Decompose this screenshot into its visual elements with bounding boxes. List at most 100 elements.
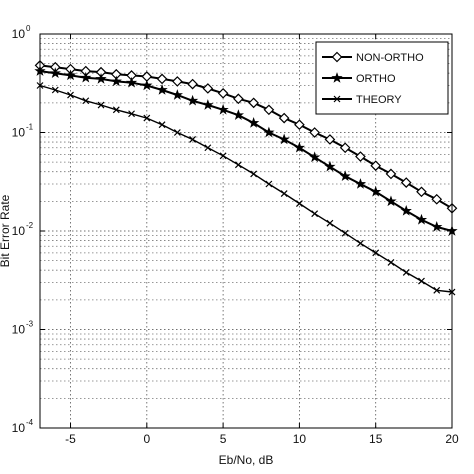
data-point [217, 87, 229, 99]
star-marker [248, 117, 260, 128]
data-point [372, 249, 380, 257]
diamond-marker [324, 134, 336, 145]
x-marker [189, 136, 197, 143]
x-marker [128, 110, 135, 118]
data-point [431, 221, 443, 232]
x-marker [51, 86, 59, 94]
data-point [112, 106, 120, 114]
x-marker [265, 180, 273, 188]
star-marker [278, 133, 290, 145]
data-point [64, 69, 77, 81]
data-point [156, 73, 168, 85]
series-non-ortho [34, 60, 458, 214]
data-point [278, 112, 290, 124]
data-point [357, 239, 364, 247]
data-point [204, 144, 212, 152]
data-point [232, 109, 244, 120]
star-marker [202, 99, 214, 110]
diamond-marker [202, 83, 214, 94]
data-point [49, 67, 61, 78]
star-marker [324, 160, 336, 172]
y-tick-exponent: -1 [26, 123, 34, 132]
star-marker [354, 178, 367, 189]
data-point [311, 210, 319, 218]
x-tick-label: 20 [445, 432, 459, 446]
y-tick-label: 10 [12, 323, 26, 337]
star-marker [186, 94, 199, 106]
x-marker [143, 114, 151, 122]
x-marker [67, 91, 74, 99]
data-point [341, 229, 349, 237]
data-point [339, 170, 351, 181]
data-point [67, 91, 74, 99]
data-point [110, 75, 122, 87]
star-marker [141, 79, 153, 91]
x-marker [97, 101, 105, 109]
x-marker [311, 210, 319, 218]
data-point [326, 219, 334, 227]
x-tick-label: 0 [143, 432, 150, 446]
star-marker [385, 195, 397, 207]
series-theory [36, 82, 456, 296]
diamond-marker [400, 177, 412, 188]
star-marker [339, 170, 351, 181]
legend-label: NON-ORTHO [356, 52, 424, 64]
data-point [158, 121, 166, 129]
y-tick-exponent: -3 [26, 320, 34, 329]
x-marker [333, 95, 341, 103]
data-point [416, 186, 427, 198]
data-point [385, 168, 397, 180]
data-point [355, 151, 366, 162]
legend-label: THEORY [356, 94, 402, 106]
star-marker [232, 109, 244, 120]
diamond-marker [431, 193, 443, 205]
x-marker [326, 219, 334, 227]
x-marker [250, 170, 258, 178]
x-marker [433, 286, 441, 294]
diamond-marker [385, 168, 397, 180]
legend-item: THEORY [322, 94, 402, 106]
data-point [156, 84, 168, 95]
data-point [141, 79, 153, 91]
data-point [385, 195, 397, 207]
y-tick-label: 10 [12, 27, 26, 41]
data-point [387, 258, 395, 266]
diamond-marker [263, 104, 275, 116]
data-point [400, 204, 412, 216]
data-point [333, 95, 341, 103]
series-line [39, 84, 453, 293]
data-point [125, 76, 138, 88]
star-marker [293, 141, 306, 153]
star-marker [217, 103, 229, 115]
data-point [280, 190, 288, 197]
x-tick-label: 10 [293, 432, 307, 446]
x-marker [402, 268, 410, 276]
data-point [339, 142, 351, 154]
star-marker [64, 69, 77, 81]
data-point [143, 114, 151, 122]
y-tick-label: 10 [12, 421, 26, 435]
diamond-marker [248, 97, 259, 109]
star-marker [49, 67, 61, 78]
data-point [233, 93, 244, 105]
data-point [431, 193, 443, 205]
data-point [171, 89, 183, 100]
diamond-marker [233, 93, 244, 105]
x-tick-label: 15 [369, 432, 383, 446]
x-marker [173, 129, 181, 136]
diamond-marker [331, 51, 343, 63]
data-point [248, 117, 260, 128]
data-point [309, 151, 321, 163]
data-point [95, 72, 107, 84]
star-marker [125, 76, 138, 88]
star-marker [263, 126, 275, 138]
data-point [402, 268, 410, 276]
legend-label: ORTHO [356, 73, 396, 85]
diamond-marker [278, 112, 290, 124]
data-point [234, 161, 242, 169]
y-tick-exponent: 0 [26, 24, 31, 33]
star-marker [95, 72, 107, 84]
data-point [202, 83, 214, 94]
